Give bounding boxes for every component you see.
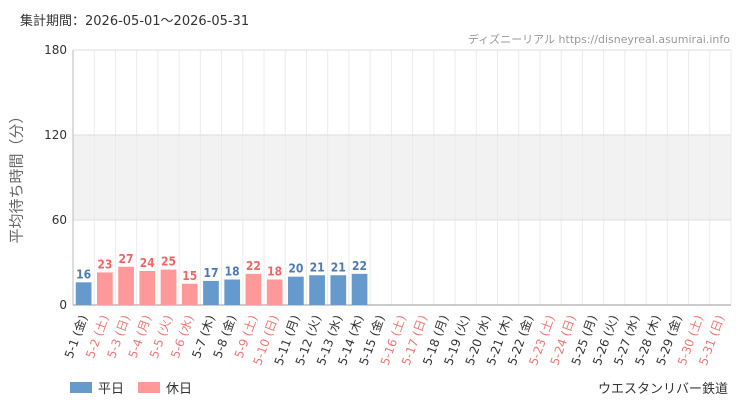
bar	[75, 282, 92, 305]
data-label: 20	[288, 262, 303, 276]
y-tick-label: 180	[44, 43, 67, 57]
bar	[224, 279, 241, 305]
data-label: 16	[76, 267, 91, 281]
data-label: 23	[97, 257, 112, 271]
y-tick-label: 0	[59, 298, 67, 312]
data-label: 15	[182, 269, 197, 283]
bar	[203, 280, 219, 305]
legend-label-weekday: 平日	[98, 382, 125, 397]
data-label: 21	[310, 260, 325, 274]
bar	[266, 279, 283, 305]
legend-item-holiday: 休日	[138, 378, 192, 397]
aggregation-period: 集計期間：2026-05-01〜2026-05-31	[20, 14, 250, 29]
data-label: 21	[331, 260, 346, 274]
bar	[139, 271, 156, 305]
legend-item-weekday: 平日	[70, 378, 124, 397]
bar	[330, 275, 347, 305]
data-label: 18	[225, 265, 240, 279]
legend-label-holiday: 休日	[166, 382, 193, 397]
data-label: 18	[267, 265, 282, 279]
data-label: 22	[352, 259, 367, 273]
bar	[160, 269, 177, 305]
bar	[118, 266, 134, 305]
bar	[245, 273, 262, 305]
data-label: 17	[203, 266, 218, 280]
data-label: 22	[246, 259, 261, 273]
data-label: 25	[161, 255, 176, 269]
legend: 平日 休日	[70, 378, 206, 397]
source-credit: ディズニーリアル https://disneyreal.asumirai.inf…	[467, 33, 730, 46]
bar	[351, 273, 368, 305]
bar	[288, 276, 304, 305]
legend-swatch-holiday	[138, 382, 161, 393]
bar	[181, 283, 198, 305]
y-tick-label: 120	[44, 128, 67, 142]
data-label: 24	[140, 256, 156, 270]
band-60-120	[73, 135, 731, 220]
legend-swatch-weekday	[70, 382, 92, 393]
attraction-name: ウエスタンリバー鉄道	[597, 382, 728, 397]
data-label: 27	[119, 252, 134, 266]
bar	[96, 272, 113, 305]
bar	[309, 275, 325, 305]
y-tick-label: 60	[52, 213, 67, 227]
